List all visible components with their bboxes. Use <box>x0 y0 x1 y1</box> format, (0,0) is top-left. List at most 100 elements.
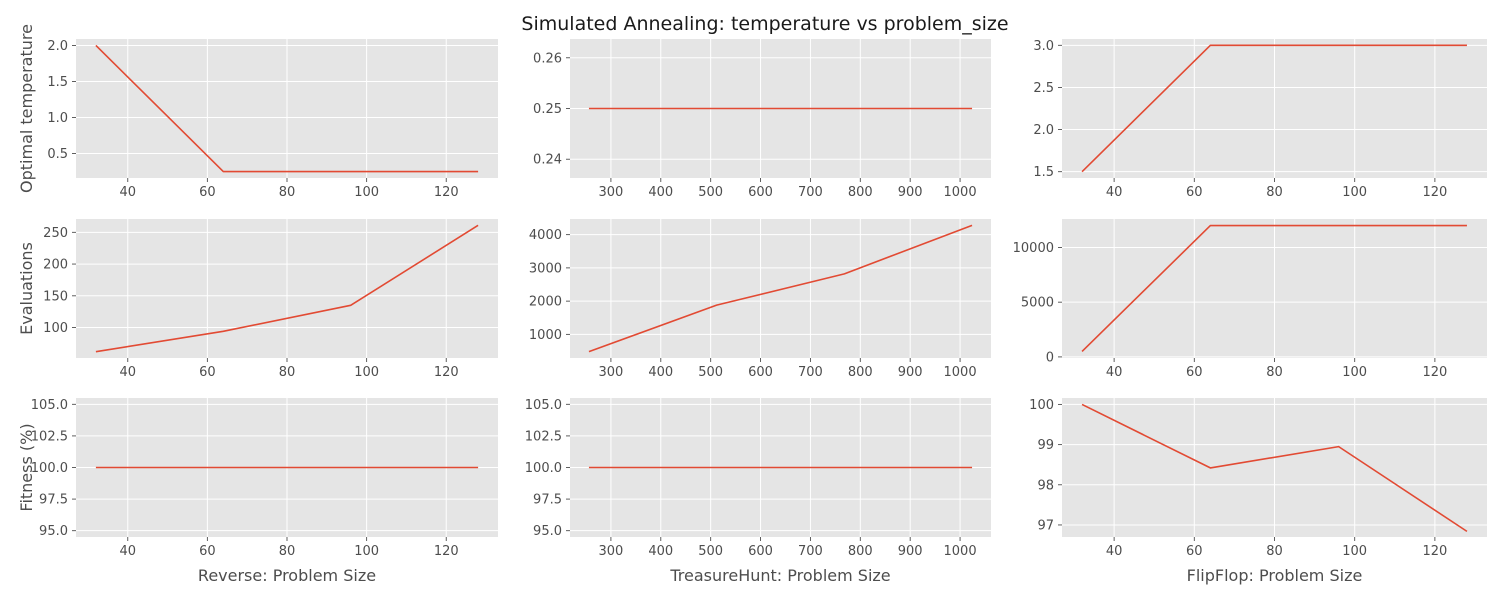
x-tick-label: 1000 <box>944 365 977 380</box>
y-tick-label: 99 <box>1037 438 1054 453</box>
x-tick-label: 40 <box>119 544 136 559</box>
figure-title: Simulated Annealing: temperature vs prob… <box>521 13 1008 35</box>
x-axis-label: FlipFlop: Problem Size <box>1187 566 1363 585</box>
x-tick-label: 300 <box>598 365 623 380</box>
y-tick-label: 1000 <box>529 328 562 343</box>
subplot-0-2: 40 60 80 100 120 1.5 2.0 2.5 3.0 <box>1033 39 1487 200</box>
x-tick-label: 120 <box>1422 544 1447 559</box>
x-tick-label: 600 <box>748 544 773 559</box>
subplot-1-1: 300 400 500 600 700 800 900 1000 1000 2000 3000 400… <box>529 219 991 380</box>
x-tick-label: 800 <box>848 185 873 200</box>
x-tick-label: 80 <box>279 544 296 559</box>
x-tick-label: 60 <box>1186 185 1203 200</box>
y-tick-label: 10000 <box>1013 241 1054 256</box>
x-tick-label: 400 <box>648 365 673 380</box>
x-tick-label: 100 <box>354 544 379 559</box>
x-tick-label: 60 <box>1186 365 1203 380</box>
y-tick-label: 4000 <box>529 228 562 243</box>
x-tick-label: 900 <box>898 365 923 380</box>
y-tick-label: 3000 <box>529 261 562 276</box>
x-tick-label: 700 <box>798 365 823 380</box>
x-tick-label: 80 <box>1266 185 1283 200</box>
y-tick-label: 95.0 <box>533 524 562 539</box>
y-tick-label: 100 <box>1029 398 1054 413</box>
y-axis-label: Evaluations <box>17 242 36 335</box>
y-axis-label: Optimal temperature <box>17 24 36 193</box>
series-line <box>95 44 479 173</box>
subplot-1-0: 40 60 80 100 120 100 150 200 250 Evaluations <box>17 219 498 380</box>
y-tick-label: 100 <box>43 321 68 336</box>
x-axis-label: TreasureHunt: Problem Size <box>669 566 890 585</box>
y-tick-label: 0.5 <box>47 147 68 162</box>
x-tick-label: 800 <box>848 544 873 559</box>
x-tick-label: 120 <box>434 365 459 380</box>
x-tick-label: 120 <box>434 185 459 200</box>
y-tick-label: 100.0 <box>525 461 562 476</box>
x-tick-label: 40 <box>119 365 136 380</box>
x-tick-label: 300 <box>598 185 623 200</box>
y-tick-label: 250 <box>43 226 68 241</box>
x-tick-label: 40 <box>119 185 136 200</box>
plot-area <box>570 219 991 358</box>
y-tick-label: 3.0 <box>1033 39 1054 54</box>
x-tick-label: 900 <box>898 544 923 559</box>
y-tick-label: 1.0 <box>47 111 68 126</box>
y-tick-label: 97.5 <box>533 493 562 508</box>
x-tick-label: 120 <box>434 544 459 559</box>
x-tick-label: 800 <box>848 365 873 380</box>
series-line <box>95 224 479 353</box>
subplot-2-2: 40 60 80 100 120 97 98 99 100 FlipFlop: Problem S… <box>1029 398 1487 585</box>
y-tick-label: 1.5 <box>47 75 68 90</box>
y-tick-label: 200 <box>43 258 68 273</box>
y-tick-label: 1.5 <box>1033 165 1054 180</box>
x-tick-label: 80 <box>279 185 296 200</box>
subplot-1-2: 40 60 80 100 120 0 5000 10000 <box>1013 219 1487 380</box>
x-tick-label: 60 <box>199 544 216 559</box>
y-tick-label: 2.0 <box>47 39 68 54</box>
series-line <box>588 224 973 353</box>
x-tick-label: 700 <box>798 185 823 200</box>
y-tick-label: 0.26 <box>533 51 562 66</box>
x-tick-label: 400 <box>648 185 673 200</box>
x-tick-label: 40 <box>1106 185 1123 200</box>
x-tick-label: 100 <box>1342 544 1367 559</box>
x-tick-label: 1000 <box>944 544 977 559</box>
series-line <box>1081 403 1468 533</box>
x-tick-label: 100 <box>1342 185 1367 200</box>
x-axis-label: Reverse: Problem Size <box>198 566 376 585</box>
y-tick-label: 150 <box>43 289 68 304</box>
x-tick-label: 120 <box>1422 185 1447 200</box>
y-tick-label: 95.0 <box>39 524 68 539</box>
x-tick-label: 100 <box>354 185 379 200</box>
x-tick-label: 80 <box>279 365 296 380</box>
x-tick-label: 100 <box>1342 365 1367 380</box>
y-tick-label: 100.0 <box>31 461 68 476</box>
y-tick-label: 2.0 <box>1033 123 1054 138</box>
x-tick-label: 400 <box>648 544 673 559</box>
x-tick-label: 500 <box>698 544 723 559</box>
y-tick-label: 2000 <box>529 295 562 310</box>
y-tick-label: 102.5 <box>31 429 68 444</box>
x-tick-label: 600 <box>748 365 773 380</box>
x-tick-label: 500 <box>698 365 723 380</box>
y-tick-label: 97.5 <box>39 493 68 508</box>
x-tick-label: 60 <box>199 365 216 380</box>
y-tick-label: 0.25 <box>533 102 562 117</box>
y-tick-label: 0 <box>1046 350 1054 365</box>
x-tick-label: 1000 <box>944 185 977 200</box>
y-axis-label: Fitness (%) <box>17 423 36 511</box>
y-tick-label: 2.5 <box>1033 81 1054 96</box>
x-tick-label: 120 <box>1422 365 1447 380</box>
x-tick-label: 80 <box>1266 365 1283 380</box>
y-tick-label: 102.5 <box>525 429 562 444</box>
x-tick-label: 100 <box>354 365 379 380</box>
x-tick-label: 700 <box>798 544 823 559</box>
y-tick-label: 5000 <box>1021 296 1054 311</box>
x-tick-label: 600 <box>748 185 773 200</box>
x-tick-label: 80 <box>1266 544 1283 559</box>
subplot-0-1: 300 400 500 600 700 800 900 1000 0.24 0.25 0.26 <box>533 39 991 200</box>
y-tick-label: 105.0 <box>525 398 562 413</box>
x-tick-label: 300 <box>598 544 623 559</box>
series-line <box>1081 44 1467 173</box>
